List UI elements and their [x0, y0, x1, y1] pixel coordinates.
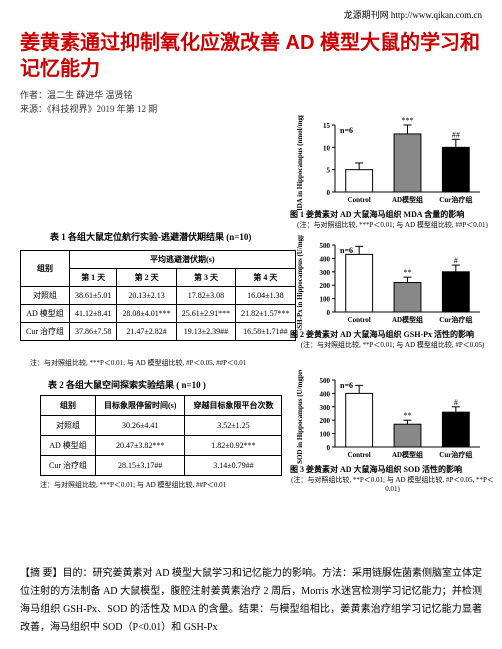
svg-text:15: 15 [323, 122, 331, 130]
table1-title: 表 1 各组大鼠定位航行实验-逃避潜伏期结果 (n=10) [50, 230, 251, 243]
table2-col: 目标象限停留时间(s) [96, 396, 185, 416]
authors-line: 作者：温二生 薛进华 温贤铭 [20, 88, 133, 101]
svg-text:0: 0 [327, 189, 331, 197]
svg-text:300: 300 [320, 269, 331, 277]
header-link: 龙源期刊网 http://www.qikan.com.cn [344, 8, 482, 21]
svg-text:MDA in Hippocampus (nmol/mgpro: MDA in Hippocampus (nmol/mgprot) [296, 115, 304, 210]
svg-text:**: ** [404, 411, 412, 420]
svg-text:5: 5 [327, 167, 331, 175]
table1-cell: 25.61±2.91*** [176, 305, 235, 323]
table2-cell: 28.15±3.17## [96, 456, 185, 476]
table2-cell: 3.14±0.79## [185, 456, 282, 476]
chart2: 0 100 200 300 400 500 GSH-Px in Hippocampus (U… [290, 235, 495, 350]
svg-text:0: 0 [327, 444, 331, 452]
svg-text:Control: Control [348, 451, 371, 459]
table2-cell: 30.26±4.41 [96, 416, 185, 436]
table1-cell: 16.04±1.38 [236, 287, 295, 305]
svg-text:500: 500 [320, 242, 331, 250]
table1-cell: 37.86±7.58 [70, 323, 117, 341]
chart1-caption: 图 1 姜黄素对 AD 大鼠海马组织 MDA 含量的影响 [290, 210, 495, 220]
svg-text:##: ## [452, 130, 460, 139]
table1-col: 第 2 天 [117, 269, 176, 287]
svg-text:100: 100 [320, 431, 331, 439]
chart2-note: (注：与对照组比较, **P＜0.01; 与 AD 模型组比较, #P＜0.05… [290, 340, 495, 350]
table2: 组别目标象限停留时间(s)穿越目标象限平台次数 对照组30.26±4.413.5… [40, 395, 282, 476]
svg-text:#: # [454, 398, 458, 407]
chart1-note: (注：与对照组比较, ***P＜0.01; 与 AD 模型组比较, ##P＜0.… [290, 220, 495, 230]
svg-text:#: # [454, 256, 458, 265]
table1-footnote: 注：与对照组比较, ***P＜0.01; 与 AD 模型组比较, #P＜0.05… [30, 358, 246, 368]
table1: 组别 平均逃避潜伏期(s) 第 1 天第 2 天第 3 天第 4 天 对照组38… [20, 250, 296, 341]
svg-text:AD模型组: AD模型组 [392, 315, 423, 324]
article-title: 姜黄素通过抑制氧化应激改善 AD 模型大鼠的学习和记忆能力 [20, 30, 480, 82]
table1-col: 第 4 天 [236, 269, 295, 287]
table1-cell: 19.13±2.39## [176, 323, 235, 341]
svg-text:Cur治疗组: Cur治疗组 [439, 450, 472, 459]
table2-col: 穿越目标象限平台次数 [185, 396, 282, 416]
svg-text:Control: Control [348, 196, 371, 204]
svg-text:Cur治疗组: Cur治疗组 [439, 195, 472, 204]
table1-cell: 21.47±2.82# [117, 323, 176, 341]
table1-cell: 17.82±3.08 [176, 287, 235, 305]
table1-col: 第 1 天 [70, 269, 117, 287]
table1-cell: 28.08±4.01*** [117, 305, 176, 323]
svg-text:n=6: n=6 [340, 381, 353, 390]
table1-col-group: 组别 [21, 251, 70, 287]
svg-text:200: 200 [320, 417, 331, 425]
table1-rowlabel: 对照组 [21, 287, 70, 305]
table1-subhead: 平均逃避潜伏期(s) [70, 251, 296, 269]
chart3-note: (注：与对照组比较, **P＜0.01; 与 AD 模型组比较, #P＜0.05… [290, 475, 495, 493]
svg-text:SOD in Hippocampus (U/mgprot): SOD in Hippocampus (U/mgprot) [296, 370, 304, 464]
table1-cell: 38.61±5.01 [70, 287, 117, 305]
abstract: 【摘 要】目的：研究姜黄素对 AD 模型大鼠学习和记忆能力的影响。方法：采用链脲… [20, 565, 482, 637]
svg-text:AD模型组: AD模型组 [392, 195, 423, 204]
svg-text:400: 400 [320, 390, 331, 398]
svg-text:***: *** [402, 116, 414, 125]
table1-col: 第 3 天 [176, 269, 235, 287]
table2-cell: 对照组 [41, 416, 96, 436]
table2-cell: 1.82±0.92*** [185, 436, 282, 456]
table2-col: 组别 [41, 396, 96, 416]
table1-rowlabel: Cur 治疗组 [21, 323, 70, 341]
svg-text:200: 200 [320, 282, 331, 290]
source-line: 来源：《科技视界》2019 年第 12 期 [20, 102, 157, 115]
table2-cell: Cur 治疗组 [41, 456, 96, 476]
svg-text:n=6: n=6 [340, 126, 353, 135]
table1-rowlabel: AD 模型组 [21, 305, 70, 323]
chart3-caption: 图 3 姜黄素对 AD 大鼠海马组织 SOD 活性的影响 [290, 465, 495, 475]
svg-text:400: 400 [320, 255, 331, 263]
svg-text:0: 0 [327, 309, 331, 317]
table1-cell: 16.58±1.71## [236, 323, 295, 341]
svg-text:Control: Control [348, 316, 371, 324]
svg-text:**: ** [404, 268, 412, 277]
svg-text:100: 100 [320, 296, 331, 304]
svg-text:AD模型组: AD模型组 [392, 450, 423, 459]
table2-cell: AD 模型组 [41, 436, 96, 456]
table2-cell: 20.47±3.82*** [96, 436, 185, 456]
svg-text:500: 500 [320, 377, 331, 385]
svg-text:10: 10 [323, 144, 331, 152]
table2-title: 表 2 各组大鼠空间探索实验结果 ( n=10 ) [48, 378, 206, 391]
table1-cell: 20.13±2.13 [117, 287, 176, 305]
chart1: 0 5 10 15 MDA in Hippocampus (nmol/mgprot) n=… [290, 115, 495, 230]
chart2-caption: 图 2 姜黄素对 AD 大鼠海马组织 GSH-Px 活性的影响 [290, 330, 495, 340]
table1-cell: 21.82±1.57*** [236, 305, 295, 323]
svg-text:Cur治疗组: Cur治疗组 [439, 315, 472, 324]
table1-cell: 41.12±8.41 [70, 305, 117, 323]
table2-cell: 3.52±1.25 [185, 416, 282, 436]
chart3: 0 100 200 300 400 500 SOD in Hippocampus (U/mg… [290, 370, 495, 493]
svg-text:300: 300 [320, 404, 331, 412]
svg-text:n=6: n=6 [340, 246, 353, 255]
svg-text:GSH-Px in Hippocampus (U/mgpro: GSH-Px in Hippocampus (U/mgprot) [296, 235, 304, 330]
table2-footnote: 注：与对照组比较, ***P＜0.01; 与 AD 模型组比较, ##P＜0.0… [40, 480, 226, 490]
